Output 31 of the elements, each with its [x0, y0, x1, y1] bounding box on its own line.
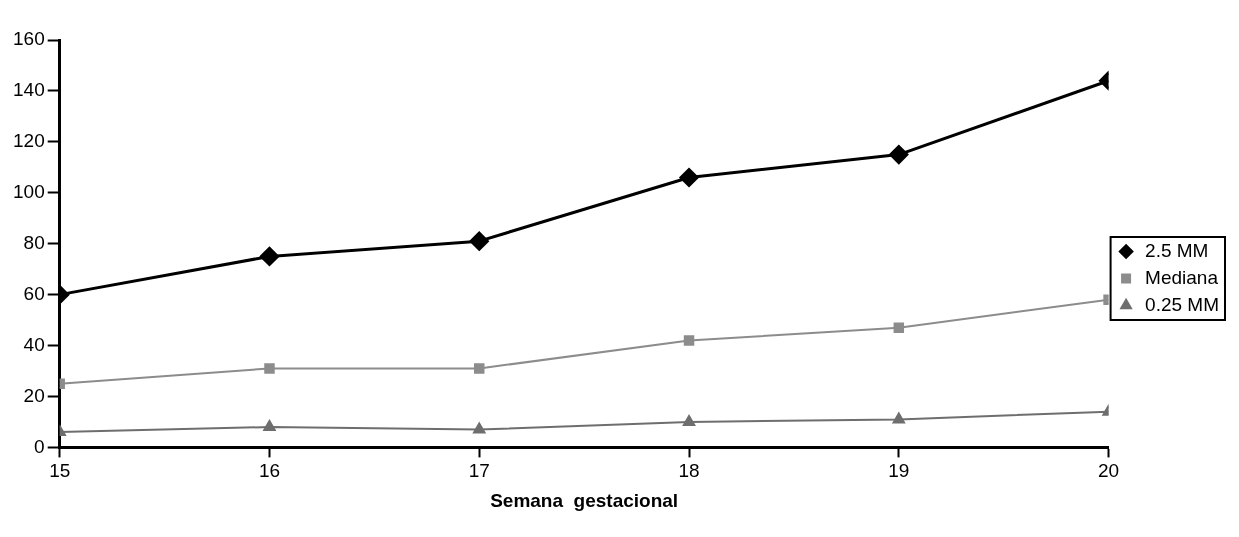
point: [893, 322, 905, 333]
x-tick-label: 19: [888, 460, 910, 482]
y-tick-label: 120: [13, 130, 45, 152]
x-tick-label: 15: [49, 460, 71, 482]
y-tick-label: 160: [13, 28, 45, 50]
point: [682, 414, 696, 426]
x-tick-label: 16: [258, 460, 281, 482]
y-tick-label: 140: [13, 79, 45, 101]
legend-label: Mediana: [1145, 266, 1219, 288]
point: [892, 412, 906, 424]
x-tick-label: 20: [1098, 460, 1120, 482]
legend-label: 2.5 MM: [1145, 239, 1209, 261]
point: [263, 420, 276, 432]
point: [469, 231, 489, 251]
point: [889, 145, 909, 165]
y-tick-label: 40: [23, 333, 45, 355]
point: [264, 363, 275, 374]
x-tick-label: 17: [468, 460, 490, 482]
y-tick-label: 80: [23, 231, 45, 253]
x-axis-title: Semana gestacional: [490, 489, 679, 511]
point: [473, 422, 486, 434]
y-tick-label: 0: [34, 435, 45, 457]
point: [683, 335, 695, 346]
y-tick-label: 60: [23, 282, 45, 304]
point: [259, 246, 279, 266]
point: [474, 363, 485, 374]
legend-label: 0.25 MM: [1145, 293, 1220, 315]
x-tick-label: 18: [678, 460, 700, 482]
point: [679, 168, 699, 187]
y-tick-label: 20: [23, 384, 45, 406]
y-tick-label: 100: [13, 181, 45, 203]
